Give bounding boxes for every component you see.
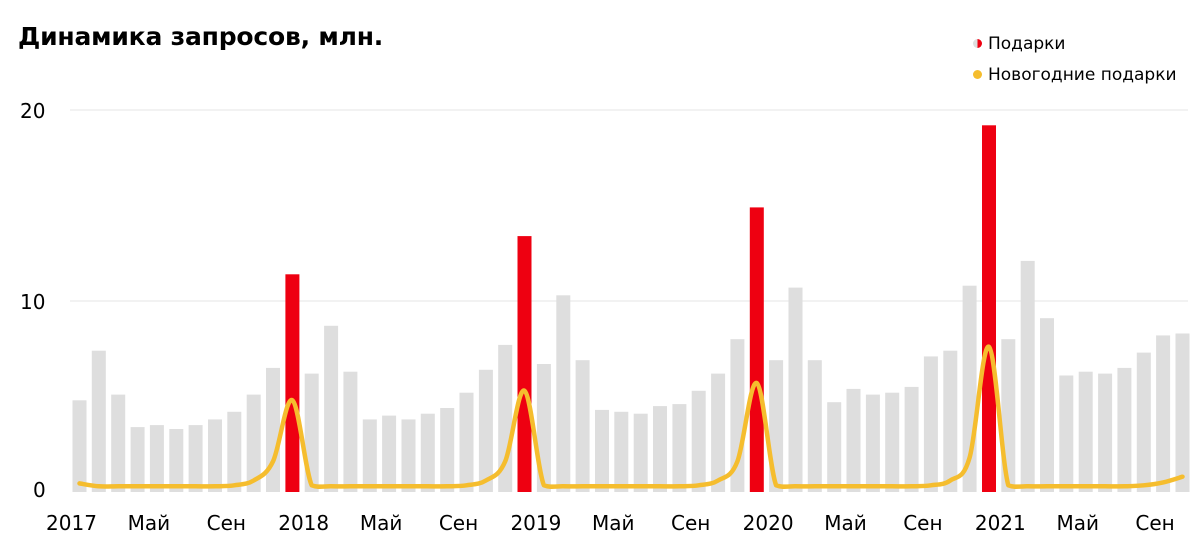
bar — [1098, 373, 1113, 492]
bar — [672, 404, 687, 492]
bar — [188, 425, 203, 492]
bar — [846, 388, 861, 492]
bar — [382, 415, 397, 492]
bar — [1175, 333, 1190, 492]
bar — [556, 295, 571, 492]
x-tick-label: Май — [1056, 511, 1099, 535]
bar — [614, 411, 629, 492]
bar-december — [285, 274, 300, 492]
legend-label-newyear-gifts: Новогодние подарки — [988, 64, 1177, 85]
bar — [169, 429, 184, 492]
y-tick-label: 0 — [33, 478, 46, 502]
bar — [943, 350, 958, 492]
x-tick-label: Май — [128, 511, 171, 535]
x-tick-label: 2017 — [46, 511, 97, 535]
x-tick-label: Сен — [207, 511, 246, 535]
bar — [923, 356, 938, 492]
bar — [865, 394, 880, 492]
legend-swatch-newyear-icon — [973, 70, 982, 79]
bar — [459, 392, 474, 492]
legend: Подарки Новогодние подарки — [973, 28, 1177, 90]
x-tick-label: Сен — [439, 511, 478, 535]
bar — [653, 406, 667, 492]
legend-label-gifts: Подарки — [988, 33, 1066, 54]
x-tick-label: Сен — [671, 511, 710, 535]
bar — [208, 419, 222, 492]
bar — [1040, 318, 1054, 492]
y-tick-label: 20 — [20, 99, 45, 123]
x-tick-label: 2019 — [510, 511, 561, 535]
bar — [1020, 260, 1035, 492]
bar — [788, 287, 803, 492]
legend-item-gifts: Подарки — [973, 28, 1177, 59]
x-tick-label: 2020 — [743, 511, 794, 535]
x-tick-label: Сен — [903, 511, 942, 535]
bar — [711, 373, 726, 492]
bar — [595, 409, 609, 492]
x-tick-label: Май — [592, 511, 635, 535]
bar — [246, 394, 261, 492]
grid-lines — [70, 109, 1188, 302]
bar — [633, 413, 648, 492]
bar — [91, 350, 106, 492]
bar — [1078, 371, 1093, 492]
x-tick-label: 2018 — [278, 511, 329, 535]
bar — [227, 411, 242, 492]
chart-title: Динамика запросов, млн. — [18, 22, 384, 51]
x-tick-label: Май — [824, 511, 867, 535]
x-axis-ticks: 2017 Май Сен 2018 Май Сен 2019 Май Сен 2020 Май Сен… — [46, 511, 1175, 535]
bar — [1059, 375, 1074, 492]
bar — [440, 408, 455, 492]
bar — [904, 386, 919, 492]
bar — [343, 371, 358, 492]
bar — [72, 400, 87, 492]
bar — [807, 360, 822, 492]
bar — [130, 427, 145, 492]
bar — [478, 369, 493, 492]
bar — [1117, 367, 1132, 492]
bars-series — [72, 125, 1190, 493]
legend-swatch-gifts-icon — [973, 39, 982, 48]
bar — [362, 419, 377, 492]
y-axis-ticks: 0 10 20 — [20, 99, 46, 502]
newyear-gifts-line — [77, 344, 1185, 490]
bar-december — [982, 125, 996, 493]
bar — [111, 394, 126, 492]
bar-december — [749, 207, 764, 492]
x-tick-label: 2021 — [975, 511, 1026, 535]
bar — [149, 425, 164, 492]
bar — [1156, 335, 1171, 492]
bar — [420, 413, 435, 492]
legend-item-newyear-gifts: Новогодние подарки — [973, 59, 1177, 90]
bar — [885, 392, 900, 492]
bar — [266, 367, 280, 492]
bar-december — [517, 236, 532, 492]
y-tick-label: 10 — [20, 290, 45, 314]
x-tick-label: Май — [360, 511, 403, 535]
bar — [324, 325, 339, 492]
bar — [1136, 352, 1151, 492]
bar — [691, 390, 706, 492]
bar — [827, 402, 842, 492]
x-tick-label: Сен — [1135, 511, 1174, 535]
bar — [575, 360, 590, 492]
bar — [401, 419, 416, 492]
